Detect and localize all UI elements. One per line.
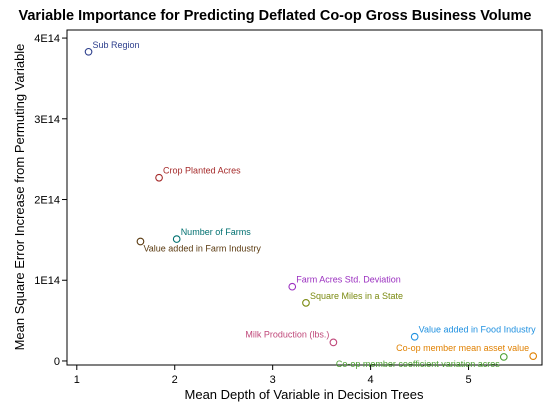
chart-title: Variable Importance for Predicting Defla… [18, 8, 532, 24]
point-label: Farm Acres Std. Deviation [296, 275, 401, 285]
data-point [172, 235, 181, 243]
data-point [288, 282, 297, 291]
point-label: Crop Planted Acres [163, 166, 241, 176]
x-tick-label: 2 [172, 374, 178, 386]
y-tick-label: 0 [54, 356, 60, 368]
data-point [302, 298, 310, 307]
y-tick-label: 1E14 [34, 275, 60, 287]
point-label: Value added in Farm Industry [143, 243, 261, 253]
plot-frame [66, 29, 543, 366]
y-tick-label: 3E14 [34, 114, 60, 126]
data-point [84, 47, 93, 56]
x-axis-title: Mean Depth of Variable in Decision Trees [185, 387, 424, 402]
point-label: Milk Production (lbs.) [245, 329, 329, 339]
y-tick-label: 4E14 [34, 33, 60, 45]
y-axis-title: Mean Square Error Increase from Permutin… [12, 44, 27, 351]
x-tick-label: 1 [74, 374, 80, 386]
point-label: Square Miles in a State [310, 291, 403, 301]
x-tick-label: 5 [465, 374, 471, 386]
point-label: Number of Farms [181, 227, 252, 237]
x-tick-label: 3 [270, 374, 276, 386]
axis-ticks: 1 2 3 4 5 0 1E14 2E14 3E14 4E14 [34, 33, 471, 386]
data-point [329, 338, 338, 347]
x-tick-label: 4 [368, 374, 374, 386]
point-label: Sub Region [93, 40, 140, 50]
point-label: Value added in Food Industry [419, 325, 536, 335]
point-label: Co-op member coefficient variation acres [336, 359, 500, 369]
point-label: Co-op member mean asset value [396, 343, 529, 353]
data-point [136, 237, 145, 246]
data-point [529, 352, 538, 360]
data-points: Sub Region Crop Planted Acres Number of Fa… [84, 40, 538, 369]
y-tick-label: 2E14 [34, 195, 60, 207]
data-point [410, 332, 419, 341]
data-point [155, 173, 163, 182]
data-point [499, 353, 508, 361]
